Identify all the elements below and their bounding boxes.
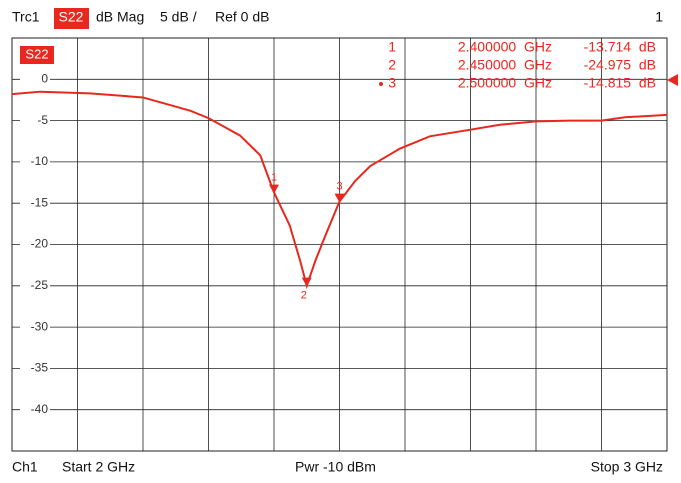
marker-label: 1: [271, 171, 277, 183]
y-tick-label: 0: [41, 71, 48, 85]
marker-table-id: 1: [388, 39, 396, 55]
y-tick-label: -30: [31, 319, 49, 333]
tick-label-bg: [20, 72, 50, 87]
y-tick-label: -15: [31, 195, 49, 209]
y-tick-label: -20: [31, 237, 49, 251]
start: Start 2 GHz: [62, 459, 135, 475]
param-box: [54, 8, 89, 29]
tick-label-bg: [20, 196, 50, 211]
ref-level: Ref 0 dB: [215, 9, 269, 25]
marker-table-level: -14.815 dB: [584, 75, 656, 91]
marker-label: 2: [301, 289, 307, 301]
y-tick-label: -5: [37, 113, 48, 127]
tick-label-bg: [20, 237, 50, 252]
plot: 0 -5 -10 -15 -20 -25 -30 -35 -40 1 2 3: [11, 38, 668, 451]
marker-table-level: -13.714 dB: [584, 39, 656, 55]
ref-indicator: [667, 74, 678, 86]
marker-table-freq: 2.450000 GHz: [458, 57, 552, 73]
marker-table-level: -24.975 dB: [584, 57, 656, 73]
trace-name: Trc1: [12, 9, 40, 25]
y-tick-label: -35: [31, 361, 49, 375]
y-tick-label: -10: [31, 154, 49, 168]
scale: 5 dB /: [160, 9, 197, 25]
marker: [301, 277, 312, 287]
active-marker-dot: [379, 82, 383, 86]
tick-label-bg: [20, 154, 50, 169]
tick-label-bg: [20, 278, 50, 293]
marker-table-id: 3: [388, 75, 396, 91]
marker: [334, 193, 345, 203]
tick-label-bg: [20, 402, 50, 417]
y-tick-label: -40: [31, 402, 49, 416]
marker-table-id: 2: [388, 57, 396, 73]
format: dB Mag: [96, 9, 144, 25]
tick-label-bg: [20, 320, 50, 335]
tick-label-bg: [20, 361, 50, 376]
marker: [269, 184, 279, 194]
tick-label-bg: [20, 113, 50, 128]
channel: Ch1: [12, 459, 38, 475]
marker-label: 3: [336, 181, 342, 193]
power: Pwr -10 dBm: [295, 459, 376, 475]
trace: [11, 90, 668, 290]
param: S22: [59, 9, 84, 25]
stop: Stop 3 GHz: [591, 459, 663, 475]
trace-label: S22: [25, 46, 48, 61]
marker-table-freq: 2.400000 GHz: [458, 39, 552, 55]
channel-number: 1: [655, 9, 663, 25]
y-tick-label: -25: [31, 278, 49, 292]
trace-label-box: [20, 46, 54, 64]
marker-table-freq: 2.500000 GHz: [458, 75, 552, 91]
